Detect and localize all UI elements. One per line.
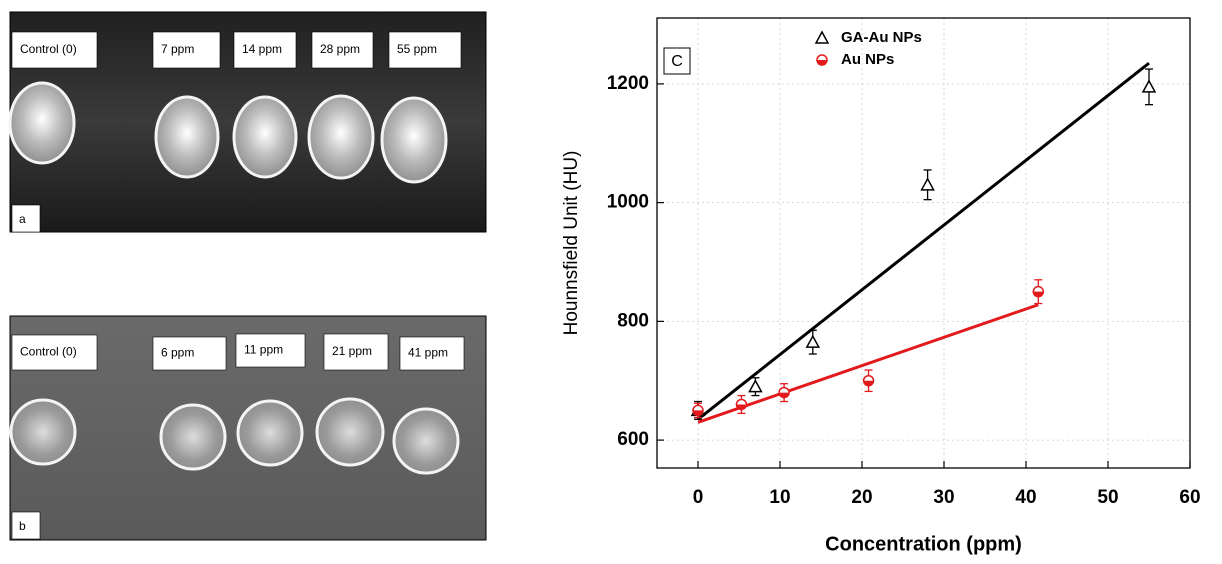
tag-label: 21 ppm — [332, 344, 372, 358]
point-half — [693, 410, 703, 416]
annotation: C — [671, 53, 683, 70]
point — [735, 398, 748, 411]
x-tick-label: 20 — [851, 487, 872, 508]
tag-label: 28 ppm — [320, 42, 360, 56]
phantom-well — [9, 398, 77, 466]
plot-frame — [656, 17, 1191, 469]
tag-label: 7 ppm — [161, 42, 194, 56]
point — [1141, 79, 1157, 93]
point — [1032, 285, 1045, 298]
tag-box — [399, 336, 465, 371]
tag-box — [152, 336, 227, 371]
tag-box — [152, 31, 221, 69]
phantom-well — [380, 96, 448, 184]
point — [816, 54, 828, 66]
legend-label: Au NPs — [841, 51, 894, 68]
y-axis-label: Hounnsfield Unit (HU) — [561, 151, 582, 336]
point — [920, 177, 935, 191]
y-tick-label: 600 — [617, 429, 649, 450]
x-tick-label: 30 — [933, 487, 954, 508]
point — [805, 334, 821, 348]
panel-label: b — [19, 519, 26, 533]
legend-label: GA-Au NPs — [841, 29, 922, 46]
x-axis-label: Concentration (ppm) — [825, 533, 1022, 555]
phantom-well — [154, 95, 220, 179]
point — [778, 386, 790, 399]
tag-box — [388, 31, 462, 69]
point-half — [779, 392, 790, 398]
tag-box — [11, 334, 98, 371]
point — [862, 374, 875, 387]
point — [748, 379, 763, 393]
y-tick-label: 1000 — [607, 192, 649, 213]
x-tick-label: 0 — [693, 487, 704, 508]
tag-box — [233, 31, 297, 69]
tag-label: 55 ppm — [397, 42, 437, 56]
point-half — [817, 60, 827, 65]
tag-box — [311, 31, 374, 69]
phantom-well — [315, 397, 385, 467]
panel-label: a — [19, 212, 26, 226]
annotation-box — [663, 47, 691, 75]
tag-label: 14 ppm — [242, 42, 282, 56]
y-tick-label: 1200 — [607, 73, 649, 94]
phantom-well — [236, 399, 304, 467]
tag-label: 41 ppm — [408, 346, 448, 360]
point-half — [736, 404, 747, 410]
phantom-well — [8, 81, 76, 165]
tag-box — [235, 333, 306, 368]
tag-label: 6 ppm — [161, 346, 194, 360]
x-tick-label: 60 — [1179, 487, 1200, 508]
phantom-well — [159, 403, 227, 471]
tag-label: Control (0) — [20, 345, 77, 359]
x-tick-label: 10 — [769, 487, 790, 508]
fit-line — [697, 303, 1039, 424]
point-half — [863, 380, 874, 386]
fit-line — [697, 61, 1150, 421]
point — [814, 30, 830, 44]
tag-box — [323, 333, 389, 371]
phantom-well — [232, 95, 298, 179]
tag-box — [11, 31, 98, 69]
x-tick-label: 40 — [1015, 487, 1036, 508]
x-tick-label: 50 — [1097, 487, 1118, 508]
phantom-well — [392, 407, 460, 475]
tag-label: 11 ppm — [244, 343, 283, 357]
point — [692, 404, 704, 417]
tag-label: Control (0) — [20, 42, 77, 56]
point-half — [1033, 291, 1044, 297]
panel-label-box — [11, 204, 41, 233]
panel-label-box — [11, 511, 41, 540]
y-tick-label: 800 — [617, 310, 649, 331]
phantom-well — [307, 94, 375, 180]
